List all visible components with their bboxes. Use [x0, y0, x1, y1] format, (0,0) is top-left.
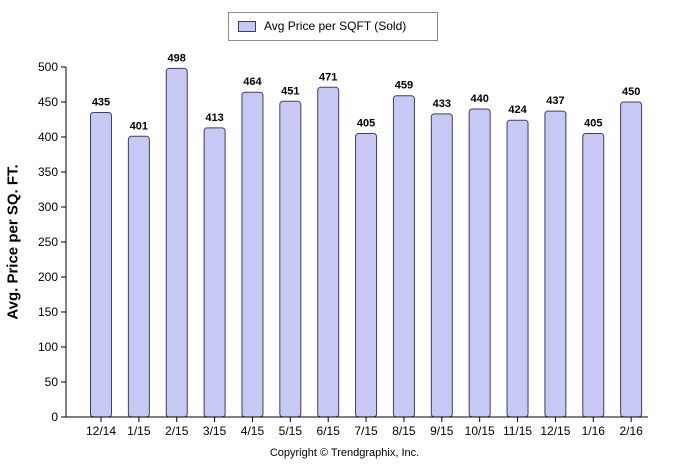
data-labels-group: 435 401 498 413 464 451 471 405 459 433 440 424 437 4… — [92, 52, 640, 132]
y-tick-label: 200 — [38, 270, 58, 284]
data-label: 451 — [281, 85, 299, 97]
data-label: 437 — [546, 95, 564, 107]
copyright-footer: Copyright © Trendgraphix, Inc. — [269, 447, 420, 459]
bar — [203, 127, 226, 418]
data-label: 433 — [433, 98, 451, 110]
y-tick-label: 100 — [38, 340, 58, 354]
bar — [279, 100, 302, 418]
data-label: 435 — [92, 97, 110, 109]
bar — [317, 86, 340, 418]
bar — [620, 101, 643, 418]
bar — [392, 95, 415, 418]
y-tick-label: 250 — [38, 235, 58, 249]
bars-group — [90, 67, 643, 418]
y-tick-label: 150 — [38, 305, 58, 319]
bar — [165, 67, 188, 418]
bar — [544, 110, 567, 418]
legend-swatch — [238, 21, 256, 32]
bar — [90, 112, 112, 418]
data-label: 440 — [470, 93, 488, 105]
bar — [582, 133, 605, 418]
bar — [430, 113, 453, 418]
data-label: 450 — [622, 86, 640, 98]
x-tick-label: 12/14 — [86, 424, 116, 438]
data-label: 401 — [130, 120, 148, 132]
x-tick-label: 8/15 — [392, 424, 416, 438]
x-tick-label: 1/15 — [127, 424, 151, 438]
y-tick-label: 500 — [38, 60, 58, 74]
bar — [355, 133, 378, 418]
data-label: 498 — [168, 52, 186, 64]
x-tick-label: 1/16 — [582, 424, 606, 438]
data-label: 459 — [395, 80, 413, 92]
bar — [241, 91, 264, 418]
x-tick-label: 5/15 — [279, 424, 303, 438]
y-tick-label: 350 — [38, 165, 58, 179]
y-tick-label: 50 — [45, 375, 59, 389]
bar — [127, 135, 150, 418]
x-tick-label: 6/15 — [317, 424, 341, 438]
y-axis-label: Avg. Price per SQ. FT. — [4, 164, 22, 320]
x-tick-label: 7/15 — [354, 424, 378, 438]
bar — [468, 108, 491, 418]
y-tick-label: 400 — [38, 130, 58, 144]
y-tick-label: 450 — [38, 95, 58, 109]
x-tick-label: 2/15 — [165, 424, 189, 438]
data-label: 424 — [508, 104, 527, 116]
legend-label: Avg Price per SQFT (Sold) — [264, 19, 407, 33]
data-label: 413 — [205, 112, 223, 124]
axes-group: 0 50 100 150 200 250 300 350 400 450 500 12/14 1/15 2… — [38, 60, 648, 438]
x-tick-label: 3/15 — [203, 424, 227, 438]
data-label: 471 — [319, 71, 337, 83]
data-label: 405 — [357, 118, 375, 130]
x-tick-label: 12/15 — [540, 424, 570, 438]
x-tick-label: 4/15 — [241, 424, 265, 438]
x-tick-label: 2/16 — [619, 424, 643, 438]
x-tick-label: 10/15 — [465, 424, 495, 438]
bar — [506, 119, 529, 418]
y-tick-label: 300 — [38, 200, 58, 214]
y-tick-label: 0 — [51, 410, 58, 424]
data-label: 464 — [243, 76, 262, 88]
x-tick-label: 9/15 — [430, 424, 454, 438]
data-label: 405 — [584, 118, 602, 130]
x-tick-label: 11/15 — [503, 424, 532, 438]
legend: Avg Price per SQFT (Sold) — [228, 12, 438, 41]
